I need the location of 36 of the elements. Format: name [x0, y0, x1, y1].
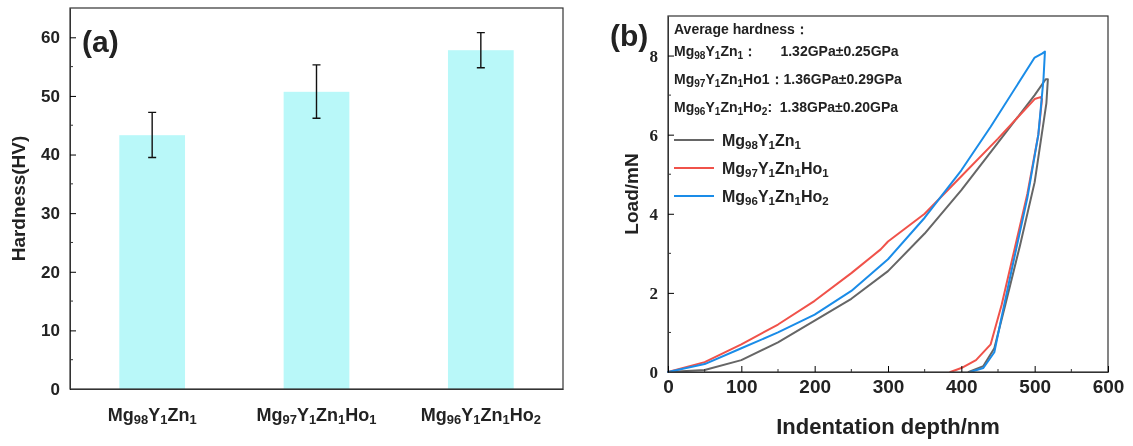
x-tick-label: 200	[799, 376, 832, 398]
legend-label: Mg$_{97}$Y$_{1}$Zn$_{1}$Ho$_{1}$	[722, 160, 830, 179]
y-tick-label: 60	[41, 28, 60, 48]
annotation: Average hardness：	[674, 21, 809, 37]
x-tick-label: 100	[725, 376, 758, 398]
annotation: Mg$_{97}$Y$_{1}$Zn$_{1}$Ho1：1.36GPa±0.29GPa	[674, 71, 902, 89]
x-tick-label: 300	[872, 376, 905, 398]
bar	[119, 135, 186, 389]
legend-label: Mg$_{96}$Y$_{1}$Zn$_{1}$Ho$_{2}$	[722, 188, 829, 207]
legend-label: Mg$_{98}$Y$_{1}$Zn$_{1}$	[722, 132, 802, 151]
text: (a)	[82, 25, 119, 58]
y-tick-label: 50	[41, 86, 60, 106]
text: Mg$_{96}$Y$_{1}$Zn$_{1}$Ho$_{2}$: 1.38GPa±0.20GPa	[674, 99, 899, 117]
x-tick-label: Mg$_{96}$Y$_{1}$Zn$_{1}$Ho$_{2}$	[420, 404, 541, 428]
y-axis-title: Hardness(HV)	[8, 135, 29, 262]
chart-title: (b)	[610, 19, 649, 52]
bar	[447, 50, 514, 389]
x-axis-title: Indentation depth/nm	[776, 414, 1000, 439]
y-tick-label: 10	[41, 321, 60, 341]
x-tick-label: Mg$_{97}$Y$_{1}$Zn$_{1}$Ho$_{1}$	[256, 404, 377, 428]
y-tick-label: 8	[649, 46, 658, 66]
x-tick-label: 600	[1092, 376, 1125, 398]
y-tick-label: 20	[41, 262, 60, 282]
y-tick-label: 0	[649, 362, 658, 382]
y-tick-label: 40	[41, 145, 60, 165]
annotation: Mg$_{98}$Y$_{1}$Zn$_{1}$： 1.32GPa±0.25GPa	[674, 43, 899, 61]
y-tick-label: 4	[649, 204, 659, 224]
y-tick-label: 2	[649, 283, 658, 303]
y-tick-label: 6	[649, 125, 658, 145]
x-tick-label: Mg$_{98}$Y$_{1}$Zn$_{1}$	[107, 404, 197, 428]
x-tick-label: 400	[945, 376, 978, 398]
y-tick-label: 30	[41, 204, 60, 224]
y-axis-title: Load/mN	[621, 153, 642, 235]
x-tick-label: 0	[663, 376, 674, 398]
bar	[283, 91, 350, 389]
x-tick-label: 500	[1019, 376, 1052, 398]
